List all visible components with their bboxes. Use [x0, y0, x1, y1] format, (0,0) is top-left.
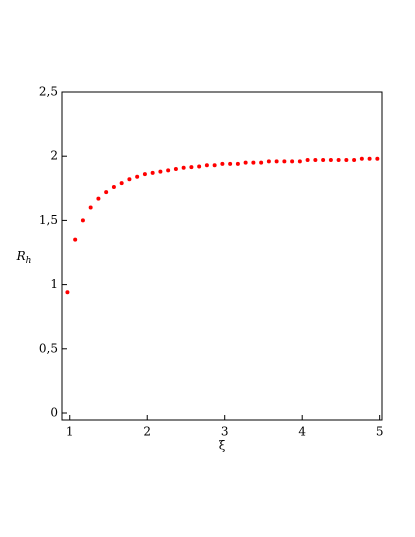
data-point — [127, 177, 132, 182]
data-point — [328, 158, 333, 163]
data-point — [313, 158, 318, 163]
data-point — [359, 156, 364, 161]
plot-frame — [61, 91, 383, 421]
data-point — [235, 161, 240, 166]
data-point — [336, 158, 341, 163]
y-tick-label: 0 — [50, 406, 58, 420]
x-tick-label: 3 — [221, 425, 229, 439]
x-tick-label: 5 — [376, 425, 384, 439]
data-point — [259, 160, 264, 165]
data-point — [173, 167, 178, 172]
data-point — [111, 185, 116, 190]
data-point — [282, 159, 287, 164]
data-point — [290, 159, 295, 164]
data-point — [352, 158, 357, 163]
data-point — [119, 181, 124, 186]
data-point — [73, 237, 78, 242]
data-point — [228, 161, 233, 166]
x-axis-label: ξ — [219, 439, 226, 453]
data-point — [344, 158, 349, 163]
y-axis-label-sub: h — [26, 256, 32, 266]
data-point — [80, 218, 85, 223]
data-point — [135, 174, 140, 179]
data-point — [243, 160, 248, 165]
y-tick-label: 1 — [50, 277, 58, 291]
data-point — [104, 190, 109, 195]
data-point — [212, 163, 217, 168]
data-point — [189, 165, 194, 170]
y-tick-label: 0,5 — [39, 341, 58, 355]
data-point — [274, 159, 279, 164]
data-point — [166, 168, 171, 173]
x-tick-label: 4 — [298, 425, 306, 439]
data-point — [297, 159, 302, 164]
x-tick-label: 1 — [66, 425, 74, 439]
data-point — [150, 170, 155, 175]
data-point — [181, 165, 186, 170]
data-point — [142, 172, 147, 177]
data-point — [321, 158, 326, 163]
data-point — [220, 161, 225, 166]
y-tick-label: 1,5 — [39, 213, 58, 227]
data-point — [305, 158, 310, 163]
data-point — [158, 169, 163, 174]
data-point — [367, 156, 372, 161]
data-point — [65, 290, 70, 295]
y-tick-label: 2,5 — [39, 85, 58, 99]
data-point — [375, 156, 380, 161]
y-tick-label: 2 — [50, 149, 58, 163]
data-point — [251, 160, 256, 165]
data-point — [88, 205, 93, 210]
x-tick-label: 2 — [143, 425, 151, 439]
data-point — [266, 159, 271, 164]
data-point — [204, 163, 209, 168]
y-axis-label-base: R — [16, 249, 26, 263]
data-point — [197, 164, 202, 169]
data-point — [96, 196, 101, 201]
y-axis-label: Rh — [16, 249, 32, 266]
